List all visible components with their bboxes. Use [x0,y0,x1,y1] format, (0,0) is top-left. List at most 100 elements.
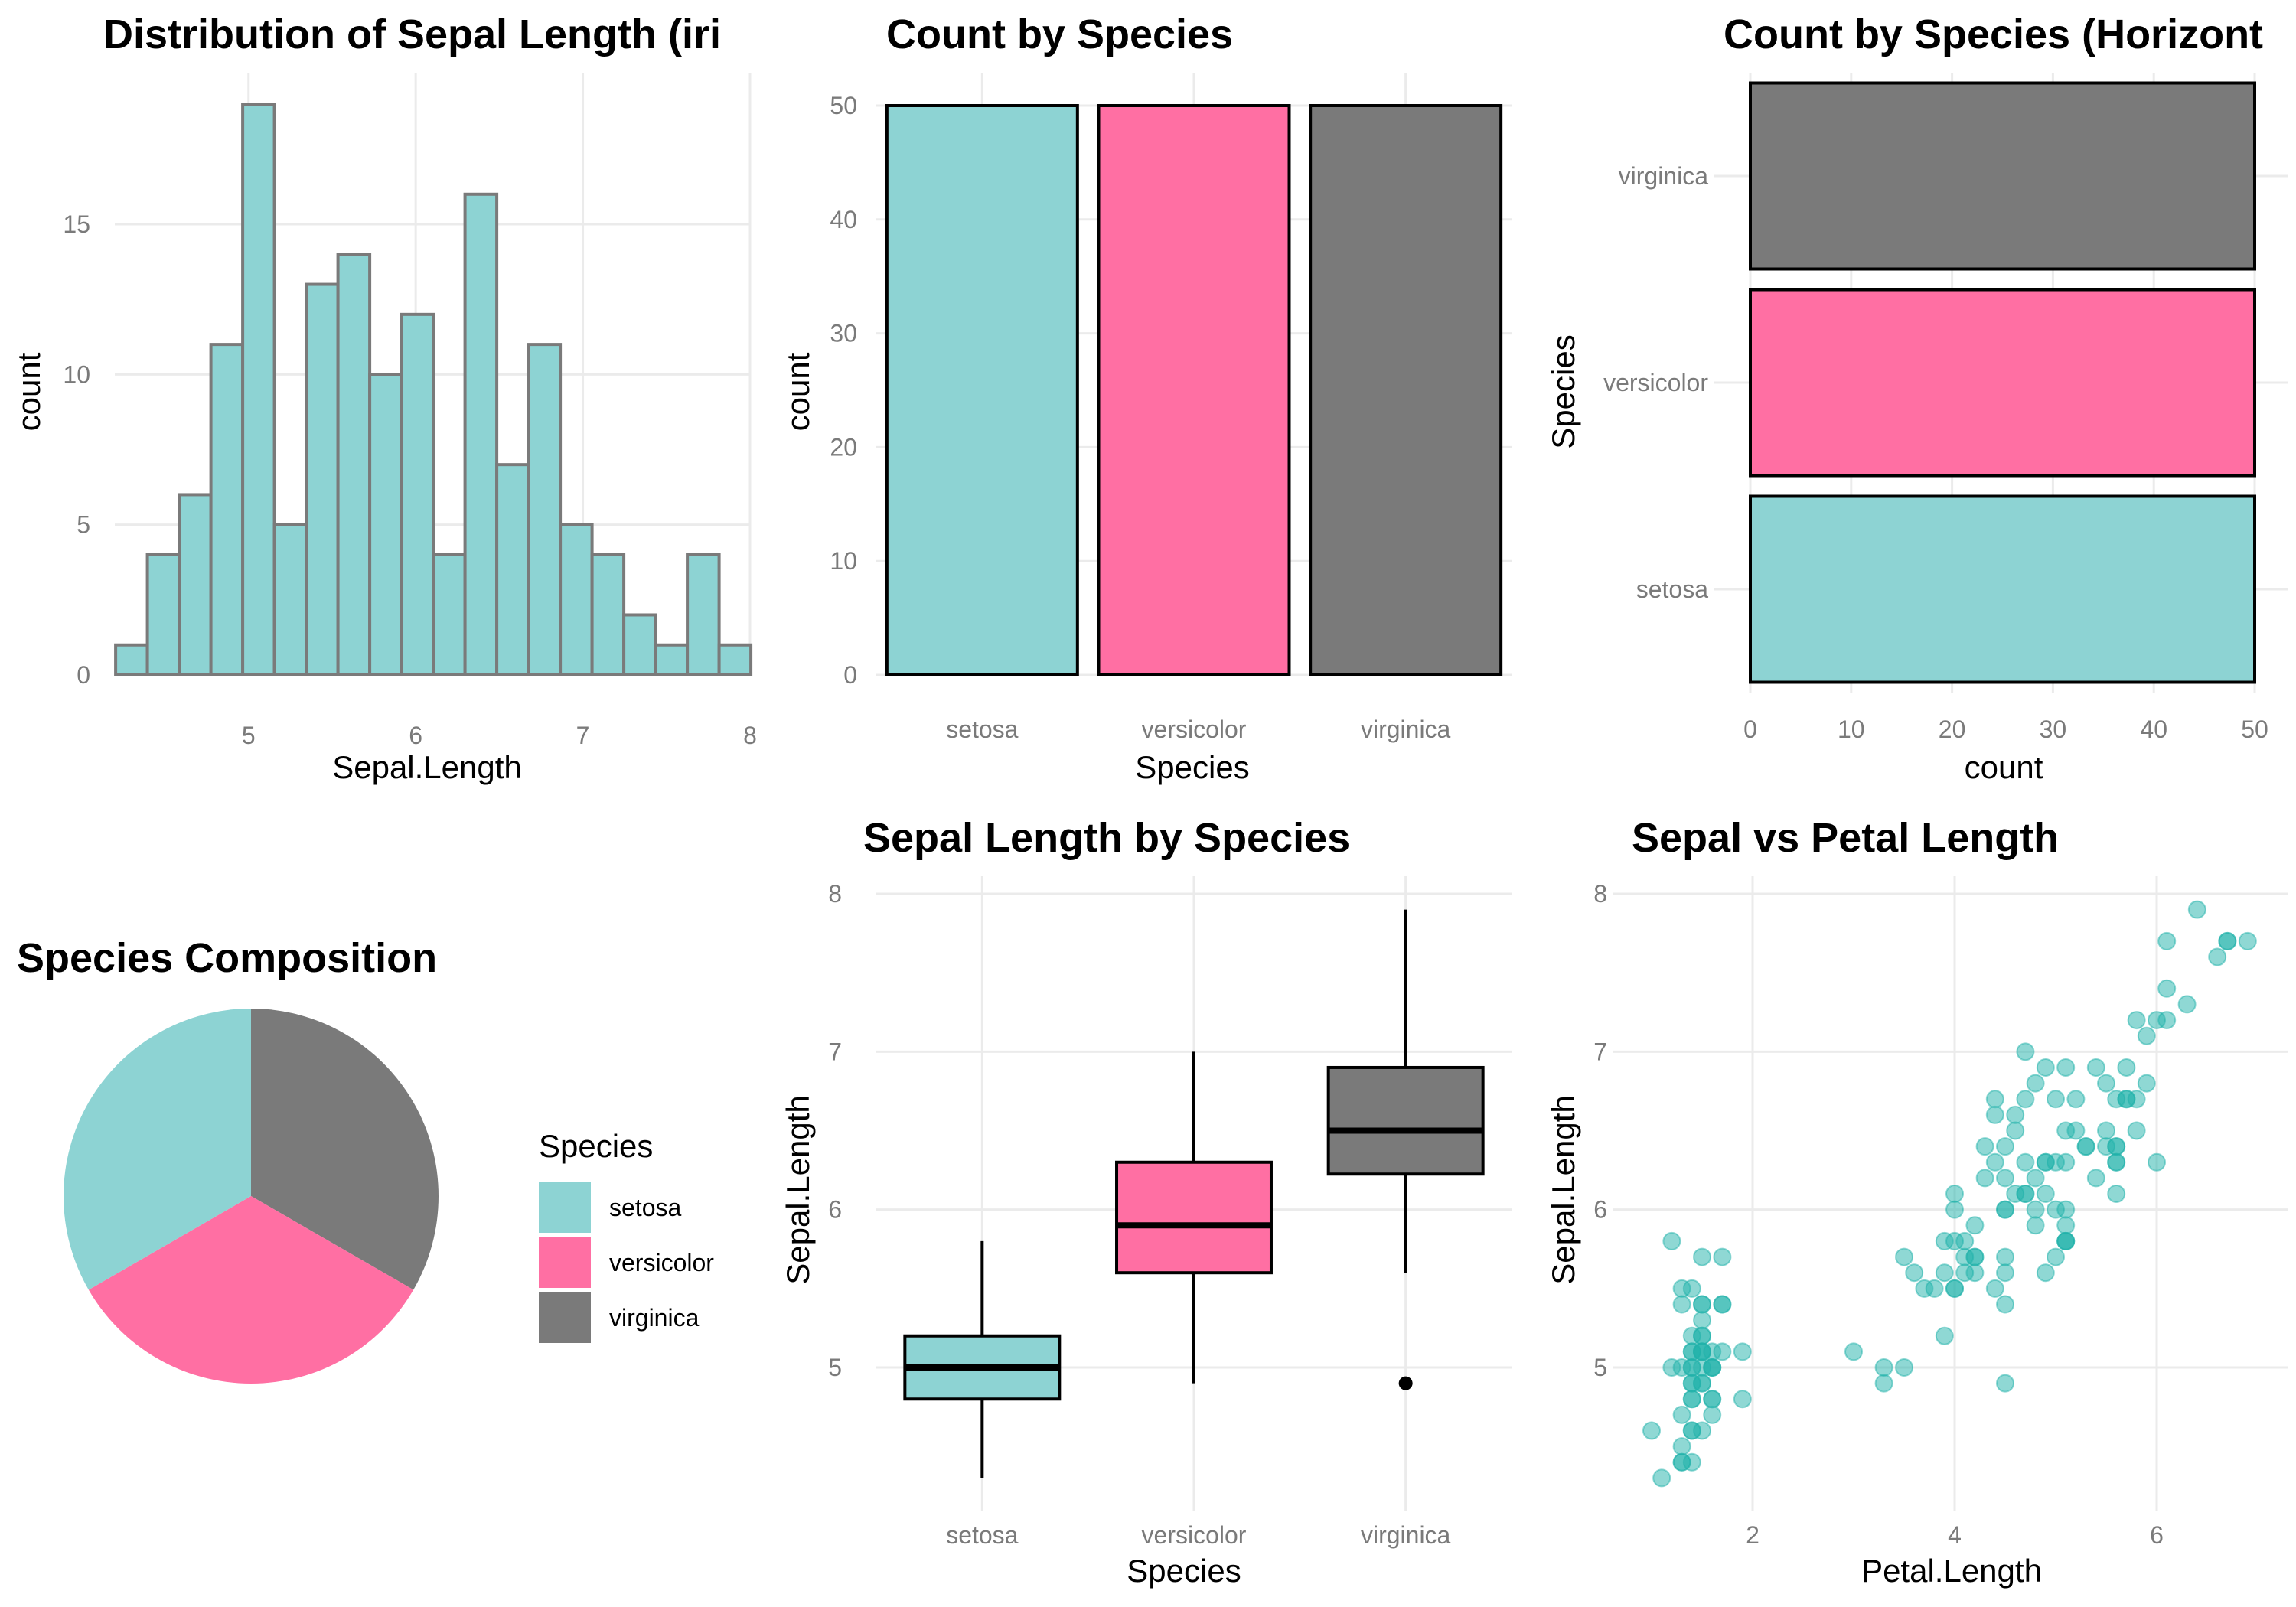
scatter-xtick: 6 [2150,1521,2164,1549]
species-hbar-virginica [1749,81,2256,271]
species-hbar-ytick: setosa [1636,575,1708,603]
scatter-point [2107,1152,2126,1172]
scatter-point [2157,979,2177,998]
boxplot-box-virginica [1326,1065,1485,1176]
scatter-xtick: 2 [1746,1521,1760,1549]
boxplot-ytick: 5 [828,1354,842,1381]
scatter-point [1693,1311,1711,1330]
species-bar-ytick: 10 [830,547,857,575]
scatter-point [1996,1263,2014,1283]
scatter-point [1945,1185,1964,1204]
scatter-point [1985,1279,2004,1298]
scatter-point [1693,1247,1711,1266]
scatter-point [2066,1090,2086,1109]
scatter-point [2006,1105,2025,1124]
scatter-point [2026,1074,2045,1093]
scatter-point [1662,1231,1681,1250]
histogram-ylabel: count [11,352,47,431]
histogram-ytick: 15 [63,210,90,238]
scatter-point [1733,1342,1752,1361]
scatter-point [1672,1437,1691,1456]
histogram-bar [305,282,340,676]
histogram-panel: Distribution of Sepal Length (iri count … [11,11,757,785]
scatter-point [1985,1105,2004,1124]
histogram-bar [559,523,594,676]
scatter-point [1874,1358,1893,1377]
species-bar-ytick: 30 [830,320,857,347]
species-bar-ylabel: count [780,352,816,431]
boxplot-ytick: 6 [828,1196,842,1224]
scatter-point [1996,1169,2014,1188]
boxplot-xtick: versicolor [1142,1521,1247,1549]
scatter-point [1935,1326,1954,1345]
species-hbar-ytick: virginica [1619,162,1709,190]
scatter-ytick: 7 [1593,1038,1607,1065]
scatter-point [1693,1326,1711,1345]
scatter-point [2137,1026,2156,1045]
species-hbar-xlabel: count [1965,749,2043,785]
scatter-point [2056,1216,2076,1235]
histogram-bar [622,613,657,677]
boxplot-ytick: 8 [828,880,842,908]
species-hbar-ytick: versicolor [1603,369,1708,396]
species-bar-ytick: 0 [843,661,857,689]
scatter-point [1682,1390,1701,1409]
scatter-point [1672,1279,1691,1298]
scatter-point [2006,1121,2025,1140]
sepal-boxplot-panel: Sepal Length by Species Sepal.Length Spe… [780,815,1512,1589]
species-hbar-xtick: 40 [2140,715,2167,743]
boxplot-outlier [1398,1376,1413,1390]
scatter-point [2066,1121,2086,1140]
scatter-point [1996,1295,2014,1314]
histogram-xlabel: Sepal.Length [332,749,522,785]
scatter-point [1975,1169,1994,1188]
scatter-point [2177,995,2197,1014]
species-hbar-xtick: 30 [2040,715,2067,743]
boxplot-ytick: 7 [828,1038,842,1065]
scatter-point [1996,1137,2014,1156]
scatter-point [1642,1421,1661,1440]
species-hbar-panel: Count by Species (Horizont Species count… [1545,11,2288,785]
scatter-point [1996,1374,2014,1393]
pie-slice-setosa [63,1009,252,1290]
histogram-xtick: 8 [743,722,757,749]
scatter-point [2047,1090,2065,1109]
pie-legend-label: virginica [609,1304,700,1332]
scatter-point [2016,1090,2035,1109]
scatter-xtick: 4 [1948,1521,1962,1549]
scatter-ytick: 6 [1593,1196,1607,1224]
scatter-point [2026,1200,2045,1219]
boxplot-ylabel: Sepal.Length [780,1095,816,1285]
scatter-point [2086,1169,2105,1188]
scatter-point [2148,1011,2166,1030]
scatter-point [2107,1185,2126,1204]
species-hbar-setosa [1749,494,2256,684]
scatter-point [2036,1185,2055,1204]
scatter-point [1996,1200,2014,1219]
histogram-bar [368,373,403,676]
scatter-point [1915,1279,1934,1298]
scatter-point [2026,1169,2045,1188]
species-hbar-versicolor [1749,288,2256,478]
scatter-point [2238,931,2257,950]
species-pie-title: Species Composition [17,935,437,981]
scatter-point [2117,1058,2136,1077]
pie-legend-label: versicolor [609,1249,714,1276]
scatter-point [2097,1074,2115,1093]
histogram-bar [145,553,181,677]
scatter-point [2208,947,2227,966]
scatter-point [2047,1152,2065,1172]
scatter-point [1945,1200,1964,1219]
scatter-point [1713,1295,1732,1314]
histogram-bar [114,643,149,676]
scatter-point [1672,1295,1691,1314]
boxplot-xtick: virginica [1361,1521,1451,1549]
histogram-xtick: 5 [242,722,256,749]
scatter-point [1703,1390,1722,1409]
scatter-point [1975,1137,1994,1156]
histogram-bar [209,343,245,676]
sepal-petal-scatter-panel: Sepal vs Petal Length Sepal.Length Petal… [1545,815,2288,1589]
scatter-point [1985,1090,2004,1109]
histogram-ytick: 10 [63,360,90,388]
histogram-bar [336,253,372,676]
